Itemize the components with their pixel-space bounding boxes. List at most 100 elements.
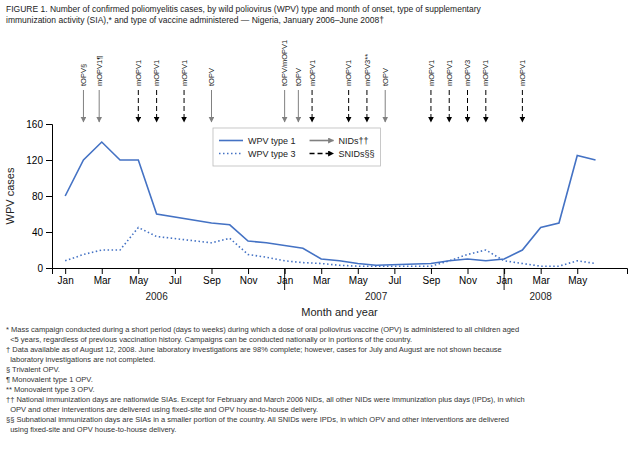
x-tick: Sep	[203, 268, 221, 286]
sia-label: mOPV1	[180, 60, 189, 86]
y-tick-label: 160	[26, 119, 43, 130]
x-axis-line	[53, 269, 628, 275]
sia-arrow	[348, 90, 349, 122]
sia-label: mOPV1¶	[95, 56, 104, 86]
x-tick-label: Jul	[388, 275, 401, 286]
x-tick-label: Jan	[58, 275, 74, 286]
sia-label: mOPV1	[518, 60, 527, 86]
sia-label: mOPV1	[445, 60, 454, 86]
legend-swatch	[219, 140, 243, 142]
legend-swatch	[310, 153, 334, 155]
title: FIGURE 1. Number of confirmed poliomyeli…	[6, 4, 482, 25]
y-tick: 80	[32, 191, 52, 202]
sia-arrow	[99, 90, 100, 122]
x-axis-title: Month and year	[301, 306, 378, 318]
x-tick-label: Jan	[497, 275, 513, 286]
x-tick-mark	[175, 268, 176, 274]
series-line	[65, 228, 595, 267]
legend-label: WPV type 3	[248, 149, 296, 159]
sia-arrow	[385, 90, 386, 122]
x-tick-label: Nov	[240, 275, 258, 286]
legend-label: WPV type 1	[248, 136, 296, 146]
x-tick-mark	[248, 268, 249, 274]
sia-label: mOPV1	[427, 60, 436, 86]
x-tick: Mar	[533, 268, 551, 286]
sia-arrow	[298, 90, 299, 122]
x-tick-label: Mar	[94, 275, 112, 286]
y-tick-label: 0	[37, 263, 43, 274]
x-tick: Nov	[459, 268, 477, 286]
x-tick-mark	[102, 268, 103, 274]
x-tick: May	[568, 268, 587, 286]
year-label: 2008	[530, 291, 553, 302]
x-tick-label: Nov	[459, 275, 477, 286]
sia-label: mOPV1	[134, 60, 143, 86]
x-tick-mark	[577, 268, 578, 274]
y-tick-label: 80	[32, 191, 44, 202]
y-tick-mark	[46, 268, 52, 269]
x-tick: Jan	[277, 268, 293, 286]
sia-label: tOPV	[207, 68, 216, 86]
sia-events: tOPV§ mOPV1¶ mOPV1 mOPV1 mOPV1 tOPV tOPV/mOPV1…	[79, 40, 527, 122]
footnote: * Mass campaign conducted during a short…	[6, 325, 525, 434]
x-tick-mark	[431, 268, 432, 274]
x-tick-label: May	[129, 275, 148, 286]
year-label: 2006	[145, 291, 168, 302]
sia-arrow	[522, 90, 523, 122]
y-axis-line	[46, 125, 53, 269]
x-tick: Jul	[388, 268, 401, 286]
y-tick-label: 40	[32, 227, 44, 238]
x-tick: Jan	[58, 268, 74, 286]
x-tick: Jul	[169, 268, 182, 286]
x-tick-label: Mar	[313, 275, 331, 286]
x-tick: Jan	[497, 268, 513, 286]
year-separator	[284, 268, 285, 290]
legend-swatch	[310, 140, 334, 142]
y-tick-mark	[46, 196, 52, 197]
sia-arrow	[184, 90, 185, 122]
x-axis: Jan Mar May Jul Sep Nov Jan Mar May Jul Sep Nov Jan M…	[53, 268, 628, 286]
x-tick-label: Jan	[277, 275, 293, 286]
x-tick: Mar	[94, 268, 112, 286]
x-tick-mark	[358, 268, 359, 274]
x-tick-mark	[138, 268, 139, 274]
legend-label: SNIDs§§	[339, 149, 375, 159]
sia-arrow	[485, 90, 486, 122]
sia-arrow	[312, 90, 313, 122]
x-tick-label: Sep	[423, 275, 441, 286]
x-tick: Sep	[423, 268, 441, 286]
sia-arrow	[430, 90, 431, 122]
x-tick-label: May	[349, 275, 368, 286]
y-axis-title: WPV cases	[4, 167, 16, 224]
chart: FIGURE 1. Number of confirmed poliomyeli…	[0, 0, 641, 474]
y-tick: 120	[26, 155, 52, 166]
sia-arrow	[138, 90, 139, 122]
sia-label: mOPV1	[308, 60, 317, 86]
sia-label: tOPV	[381, 68, 390, 86]
sia-label: mOPV1	[152, 60, 161, 86]
y-tick: 160	[26, 119, 52, 130]
x-tick-mark	[321, 268, 322, 274]
legend-frame	[213, 128, 381, 166]
sia-arrow	[156, 90, 157, 122]
sia-label: mOPV3**	[363, 54, 372, 86]
y-tick-mark	[46, 160, 52, 161]
x-tick-mark	[211, 268, 212, 274]
x-tick: Mar	[313, 268, 331, 286]
x-tick: May	[349, 268, 368, 286]
y-axis: 0 40 80 120 160	[26, 119, 52, 274]
y-tick: 0	[37, 263, 52, 274]
year-label: 2007	[365, 291, 388, 302]
legend-swatch	[219, 153, 243, 155]
year-separator	[504, 268, 505, 290]
sia-label: tOPV§	[79, 64, 88, 86]
x-tick: Nov	[240, 268, 258, 286]
sia-arrow	[366, 90, 367, 122]
sia-arrow	[467, 90, 468, 122]
x-tick-label: Mar	[533, 275, 551, 286]
x-tick-label: May	[568, 275, 587, 286]
sia-arrow	[83, 90, 84, 122]
sia-label: mOPV1	[481, 60, 490, 86]
sia-label: tOPV/mOPV1	[280, 40, 289, 86]
y-tick-label: 120	[26, 155, 43, 166]
